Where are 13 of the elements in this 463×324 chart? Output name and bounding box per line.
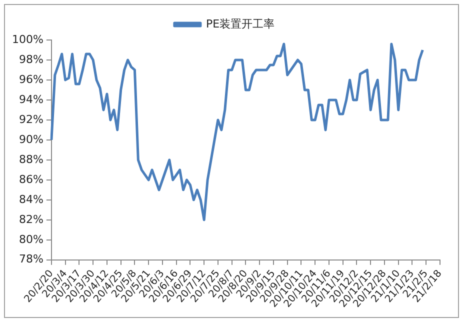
y-tick-label: 86%	[18, 172, 44, 186]
y-tick-label: 96%	[18, 72, 44, 86]
y-tick-label: 78%	[18, 252, 44, 266]
y-tick-label: 88%	[18, 152, 44, 166]
y-tick-label: 98%	[18, 52, 44, 66]
y-tick-label: 80%	[18, 232, 44, 246]
y-tick-label: 92%	[18, 112, 44, 126]
y-tick-label: 94%	[18, 92, 44, 106]
y-tick-label: 84%	[18, 192, 44, 206]
legend-label: PE装置开工率	[206, 17, 275, 30]
y-tick-label: 100%	[12, 32, 44, 46]
y-tick-label: 82%	[18, 212, 44, 226]
y-tick-label: 90%	[18, 132, 44, 146]
